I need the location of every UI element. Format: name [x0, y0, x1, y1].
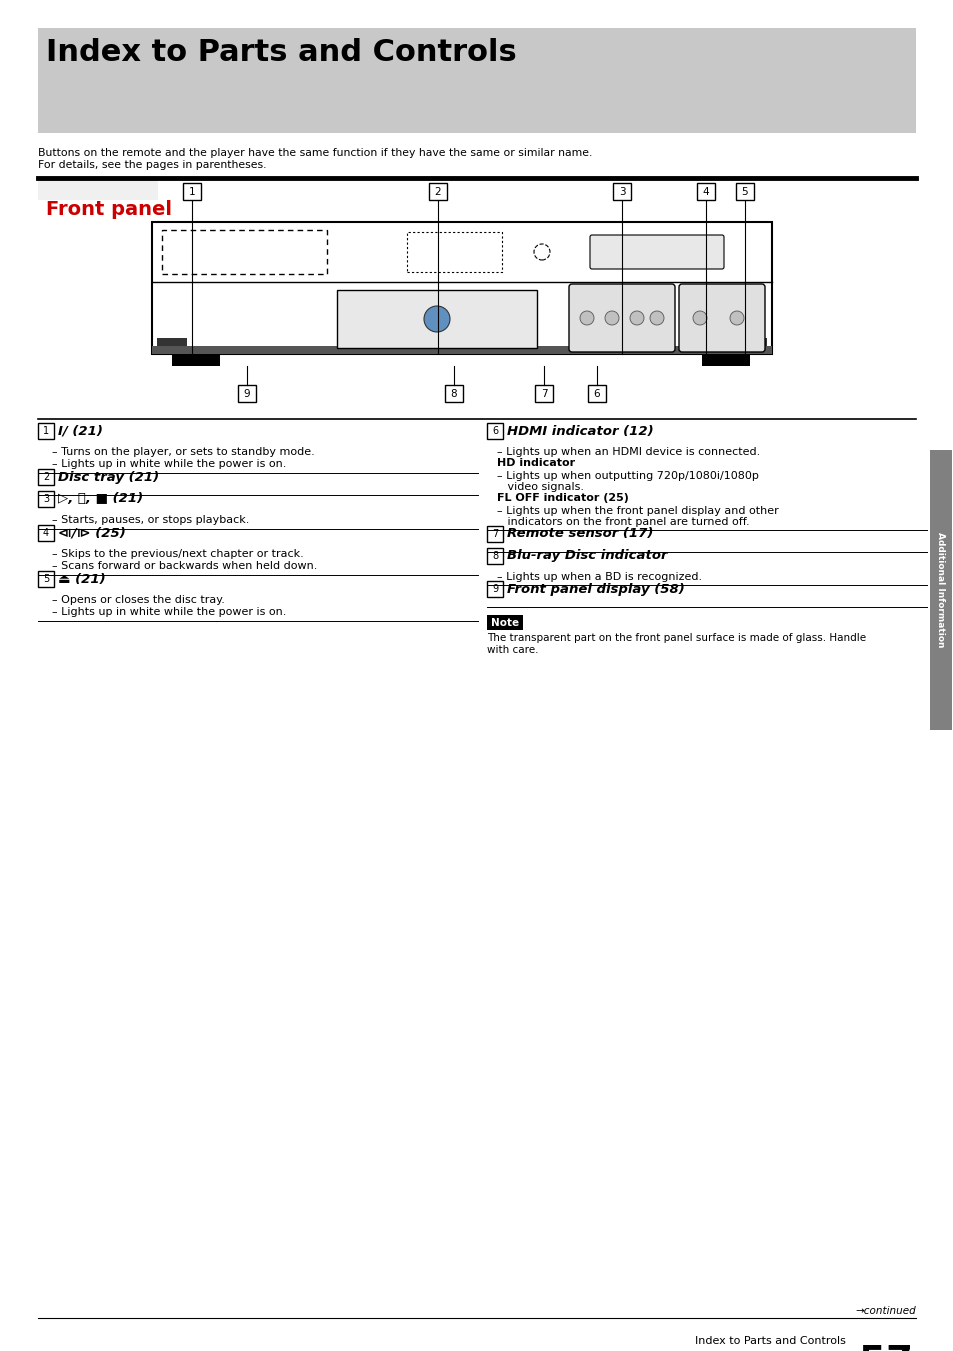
Bar	[237, 385, 255, 403]
Bar	[486, 581, 502, 597]
Text: – Opens or closes the disc tray.: – Opens or closes the disc tray.	[52, 594, 225, 605]
Bar	[38, 28, 915, 132]
Text: 8: 8	[492, 551, 497, 561]
Text: video signals.: video signals.	[497, 482, 583, 492]
Text: 1: 1	[43, 426, 49, 436]
Text: – Lights up in white while the power is on.: – Lights up in white while the power is …	[52, 607, 286, 617]
Text: – Lights up when the front panel display and other: – Lights up when the front panel display…	[497, 507, 778, 516]
Text: Front panel display (58): Front panel display (58)	[506, 582, 684, 596]
Text: 1: 1	[189, 186, 195, 197]
Text: – Lights up when an HDMI device is connected.: – Lights up when an HDMI device is conne…	[497, 447, 760, 457]
Circle shape	[692, 311, 706, 326]
FancyBboxPatch shape	[568, 284, 675, 353]
Bar	[697, 182, 714, 200]
Text: HDMI indicator (12): HDMI indicator (12)	[506, 424, 653, 438]
Text: – Lights up when a BD is recognized.: – Lights up when a BD is recognized.	[497, 571, 701, 582]
Text: HD indicator: HD indicator	[497, 458, 575, 467]
Text: 3: 3	[43, 494, 49, 504]
Text: with care.: with care.	[486, 644, 537, 655]
Bar	[172, 354, 220, 366]
Circle shape	[579, 311, 594, 326]
Bar	[613, 182, 630, 200]
Bar	[701, 354, 749, 366]
Text: – Lights up when outputting 720p/1080i/1080p: – Lights up when outputting 720p/1080i/1…	[497, 471, 758, 481]
Bar	[407, 232, 501, 272]
Text: – Scans forward or backwards when held down.: – Scans forward or backwards when held d…	[52, 561, 317, 571]
Text: FL OFF indicator (25): FL OFF indicator (25)	[497, 493, 628, 503]
Text: 7: 7	[540, 389, 547, 399]
Bar	[336, 290, 537, 349]
Text: ⏏ (21): ⏏ (21)	[58, 573, 106, 585]
Text: →continued: →continued	[854, 1306, 915, 1316]
Bar	[486, 423, 502, 439]
Circle shape	[649, 311, 663, 326]
Bar	[587, 385, 605, 403]
Text: – Turns on the player, or sets to standby mode.: – Turns on the player, or sets to standb…	[52, 447, 314, 457]
Bar	[38, 490, 54, 507]
Text: 4: 4	[702, 186, 709, 197]
Text: 9: 9	[243, 389, 250, 399]
Text: 6: 6	[492, 426, 497, 436]
Text: 9: 9	[492, 584, 497, 594]
Text: 5: 5	[43, 574, 49, 584]
Text: ⧏/⧐ (25): ⧏/⧐ (25)	[58, 527, 126, 539]
Text: Index to Parts and Controls: Index to Parts and Controls	[46, 38, 517, 68]
Text: 6: 6	[593, 389, 599, 399]
FancyBboxPatch shape	[589, 235, 723, 269]
Bar	[38, 469, 54, 485]
Bar	[38, 176, 158, 200]
Text: 2: 2	[43, 471, 49, 482]
Bar	[486, 615, 522, 630]
Bar	[183, 182, 201, 200]
Circle shape	[629, 311, 643, 326]
Text: Remote sensor (17): Remote sensor (17)	[506, 527, 653, 540]
Bar	[535, 385, 553, 403]
Bar	[717, 338, 766, 346]
Bar	[38, 571, 54, 586]
Text: 8: 8	[450, 389, 456, 399]
Text: Note: Note	[491, 617, 518, 627]
Bar	[38, 423, 54, 439]
Text: I/ (21): I/ (21)	[58, 424, 103, 438]
Circle shape	[423, 305, 450, 332]
Text: The transparent part on the front panel surface is made of glass. Handle: The transparent part on the front panel …	[486, 634, 865, 643]
Text: 57: 57	[858, 1344, 912, 1351]
Text: – Starts, pauses, or stops playback.: – Starts, pauses, or stops playback.	[52, 515, 249, 526]
Text: indicators on the front panel are turned off.: indicators on the front panel are turned…	[497, 517, 749, 527]
Text: Index to Parts and Controls: Index to Parts and Controls	[695, 1336, 845, 1346]
Circle shape	[604, 311, 618, 326]
Bar	[929, 450, 951, 730]
Bar	[152, 222, 771, 354]
Text: Blu-ray Disc indicator: Blu-ray Disc indicator	[506, 550, 667, 562]
Text: 7: 7	[492, 530, 497, 539]
Text: 5: 5	[740, 186, 747, 197]
FancyBboxPatch shape	[679, 284, 764, 353]
Bar	[486, 526, 502, 542]
Text: 2: 2	[435, 186, 441, 197]
Bar	[157, 338, 187, 346]
Bar	[735, 182, 753, 200]
Text: Disc tray (21): Disc tray (21)	[58, 470, 159, 484]
Text: Front panel: Front panel	[46, 200, 172, 219]
Circle shape	[729, 311, 743, 326]
Bar	[152, 346, 771, 354]
Text: 3: 3	[618, 186, 624, 197]
Text: ▷, ⏸, ■ (21): ▷, ⏸, ■ (21)	[58, 493, 143, 505]
Text: – Skips to the previous/next chapter or track.: – Skips to the previous/next chapter or …	[52, 549, 303, 559]
Text: Additional Information: Additional Information	[936, 532, 944, 647]
Text: For details, see the pages in parentheses.: For details, see the pages in parenthese…	[38, 159, 266, 170]
Bar	[486, 549, 502, 563]
Text: – Lights up in white while the power is on.: – Lights up in white while the power is …	[52, 459, 286, 469]
Bar	[38, 526, 54, 540]
Bar	[162, 230, 327, 274]
Bar	[429, 182, 447, 200]
Text: Buttons on the remote and the player have the same function if they have the sam: Buttons on the remote and the player hav…	[38, 149, 592, 158]
Text: 4: 4	[43, 528, 49, 538]
Bar	[444, 385, 462, 403]
